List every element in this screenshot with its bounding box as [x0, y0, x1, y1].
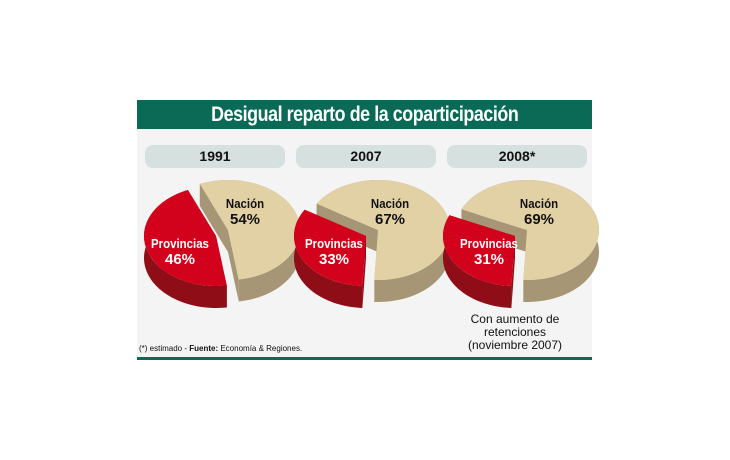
- slice-nacion-2008: [461, 179, 599, 280]
- chart-title: Desigual reparto de la coparticipación: [137, 100, 592, 129]
- label-nacion-1991: Nación 54%: [225, 196, 265, 228]
- footnote: (*) estimado - Fuente: Economía & Region…: [139, 344, 302, 353]
- slice-side-provincias-2007: [294, 209, 363, 308]
- annotation-line-1: Con aumento de retenciones: [470, 312, 560, 339]
- slice-nacion-2007: [316, 179, 450, 280]
- label-provincias-1991: Provincias 46%: [151, 236, 209, 268]
- slice-provincias-1991: [143, 189, 227, 287]
- label-nacion-2008: Nación 69%: [519, 196, 559, 228]
- year-label-2008: 2008*: [447, 145, 587, 168]
- label-nacion-2007: Nación 67%: [370, 196, 410, 228]
- footnote-estimate: (*) estimado -: [139, 344, 190, 353]
- annotation-2008: Con aumento de retenciones (noviembre 20…: [450, 313, 580, 352]
- slice-provincias-2007: [294, 209, 366, 286]
- label-provincias-2008: Provincias 31%: [460, 236, 518, 268]
- label-provincias-2007: Provincias 33%: [305, 236, 363, 268]
- title-text: Desigual reparto de la coparticipación: [210, 103, 519, 126]
- slice-cut-nacion-1991: [228, 230, 239, 302]
- footnote-source-label: Fuente:: [189, 344, 219, 353]
- slice-provincias-2008: [443, 215, 515, 286]
- slice-nacion-1991: [199, 180, 300, 280]
- footnote-source: Economía & Regiones.: [218, 344, 303, 353]
- year-label-2007: 2007: [296, 145, 436, 168]
- bottom-rule: [137, 357, 592, 360]
- year-label-1991: 1991: [145, 145, 285, 168]
- annotation-line-2: (noviembre 2007): [467, 338, 563, 352]
- slice-side-provincias-2008: [443, 215, 512, 308]
